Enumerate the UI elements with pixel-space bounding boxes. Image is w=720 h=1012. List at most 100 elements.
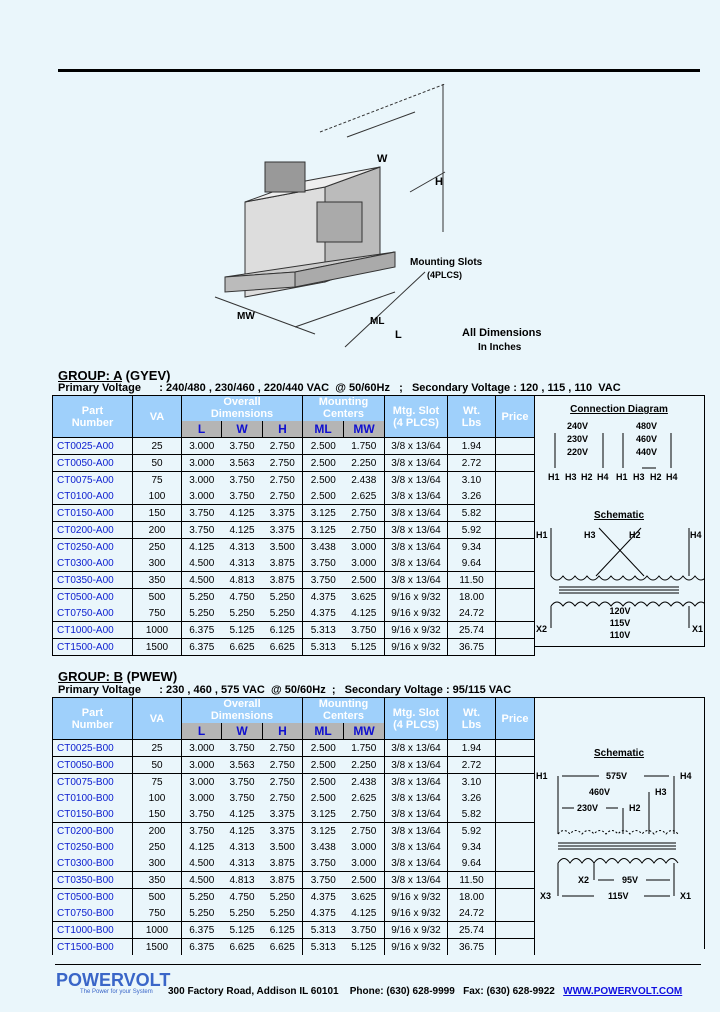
- header-part-number: Part Number: [52, 697, 133, 740]
- cell-part-number[interactable]: CT0350-A00: [52, 571, 133, 589]
- cell-mtg-slot: 3/8 x 13/64: [384, 822, 448, 839]
- cell-weight: 9.64: [447, 555, 496, 572]
- cell-mounting-length: 2.500: [302, 454, 344, 472]
- cell-part-number[interactable]: CT0150-B00: [52, 806, 133, 823]
- cell-part-number[interactable]: CT0100-B00: [52, 790, 133, 806]
- cell-part-number[interactable]: CT0500-A00: [52, 588, 133, 605]
- cell-part-number[interactable]: CT0500-B00: [52, 888, 133, 905]
- cell-part-number[interactable]: CT0025-B00: [52, 739, 133, 757]
- cell-va: 750: [132, 905, 182, 922]
- cell-weight: 2.72: [447, 756, 496, 774]
- cell-part-number[interactable]: CT0750-A00: [52, 605, 133, 622]
- cell-price: [495, 588, 535, 605]
- dim-h-label: H: [435, 176, 443, 188]
- cell-height: 2.750: [262, 454, 303, 472]
- cell-mounting-width: 2.500: [343, 571, 385, 589]
- cell-part-number[interactable]: CT1000-B00: [52, 921, 133, 939]
- cell-mounting-width: 3.000: [343, 855, 385, 872]
- group-b-voltage: Primary Voltage : 230 , 460 , 575 VAC @ …: [58, 684, 512, 696]
- header-price: Price: [495, 395, 535, 438]
- cell-va: 300: [132, 555, 182, 572]
- cell-mounting-width: 1.750: [343, 437, 385, 455]
- cell-length: 6.375: [181, 938, 222, 955]
- cell-mounting-length: 2.500: [302, 773, 344, 790]
- cell-part-number[interactable]: CT0100-A00: [52, 488, 133, 505]
- cell-mounting-length: 2.500: [302, 471, 344, 488]
- cell-length: 3.000: [181, 790, 222, 806]
- cell-weight: 11.50: [447, 571, 496, 589]
- cell-part-number[interactable]: CT1500-A00: [52, 638, 133, 656]
- cell-part-number[interactable]: CT0025-A00: [52, 437, 133, 455]
- cell-va: 75: [132, 773, 182, 790]
- cell-part-number[interactable]: CT0050-B00: [52, 756, 133, 774]
- cell-weight: 25.74: [447, 621, 496, 639]
- top-rule: [58, 69, 700, 72]
- terminal-h4: H4: [690, 530, 702, 540]
- connection-diagram-title: Connection Diagram: [570, 404, 668, 415]
- cell-part-number[interactable]: CT0075-A00: [52, 471, 133, 488]
- group-a-spec-table: Part Number VA Overall Dimensions Mounting Cen…: [52, 395, 535, 656]
- cell-part-number[interactable]: CT0050-A00: [52, 454, 133, 472]
- cell-part-number[interactable]: CT0300-B00: [52, 855, 133, 872]
- cell-mounting-width: 3.625: [343, 888, 385, 905]
- cell-width: 4.313: [229, 541, 255, 553]
- cell-height: 5.250: [262, 588, 303, 605]
- terminal-h1: H1: [536, 771, 548, 781]
- cell-mounting-length: 4.375: [302, 905, 344, 922]
- cell-part-number[interactable]: CT0075-B00: [52, 773, 133, 790]
- cell-mtg-slot: 3/8 x 13/64: [384, 488, 448, 505]
- cell-part-number[interactable]: CT0150-A00: [52, 504, 133, 522]
- cell-length: 3.000: [181, 739, 222, 757]
- cell-mtg-slot: 9/16 x 9/32: [384, 605, 448, 622]
- cell-width: 4.313: [229, 841, 255, 853]
- cell-part-number[interactable]: CT0350-B00: [52, 871, 133, 889]
- cell-weight: 25.74: [447, 921, 496, 939]
- cell-price: [495, 871, 535, 889]
- cell-length: 4.500: [181, 855, 222, 872]
- table-row: CT0100-A00 100 3.000 3.750 2.750 2.500 2.625 3/…: [52, 488, 535, 505]
- cell-height: 3.875: [262, 555, 303, 572]
- header-va: VA: [132, 395, 182, 438]
- cell-mounting-width: 3.750: [343, 621, 385, 639]
- cell-part-number[interactable]: CT0300-A00: [52, 555, 133, 572]
- cell-width: 6.625: [221, 638, 263, 656]
- cell-mounting-length: 3.125: [302, 521, 344, 539]
- table-row: CT0025-A00 25 3.000 3.750 2.750 2.500 1.750 3/8…: [52, 437, 535, 455]
- terminal-h4: H4: [680, 771, 692, 781]
- cell-height: 3.375: [262, 504, 303, 522]
- cell-part-number[interactable]: CT1000-A00: [52, 621, 133, 639]
- table-row: CT0025-B00 25 3.000 3.750 2.750 2.500 1.750 3/8…: [52, 739, 535, 757]
- cell-va: 150: [132, 806, 182, 823]
- mounting-slots-count: (4PLCS): [427, 270, 462, 280]
- cell-weight: 36.75: [447, 638, 496, 656]
- cell-part-number[interactable]: CT0750-B00: [52, 905, 133, 922]
- cell-width: 4.313: [221, 855, 263, 872]
- cell-weight: 24.72: [447, 905, 496, 922]
- cell-va: 1000: [132, 621, 182, 639]
- cell-part-number[interactable]: CT0200-A00: [52, 521, 133, 539]
- cell-weight: 3.10: [447, 773, 496, 790]
- cell-length: 3.750: [181, 806, 222, 823]
- voltage-575: 575V: [606, 771, 627, 781]
- cell-part-number[interactable]: CT1500-B00: [52, 938, 133, 955]
- cell-va: 75: [132, 471, 182, 488]
- cell-price: [495, 504, 535, 522]
- cell-part-number[interactable]: CT0200-B00: [52, 822, 133, 839]
- website-link[interactable]: WWW.POWERVOLT.COM: [563, 986, 683, 997]
- cell-part-number[interactable]: CT0250-B00: [52, 839, 133, 855]
- cell-mtg-slot: 3/8 x 13/64: [384, 839, 448, 855]
- cell-price: [495, 471, 535, 488]
- table-row: CT0150-A00 150 3.750 4.125 3.375 3.125 2.750 3/…: [52, 504, 535, 522]
- table-row: CT0150-B00 150 3.750 4.125 3.375 3.125 2.750 3/…: [52, 806, 535, 823]
- cell-weight: 11.50: [447, 871, 496, 889]
- header-mw: MW: [343, 722, 385, 740]
- header-price: Price: [495, 697, 535, 740]
- cell-mtg-slot: 9/16 x 9/32: [384, 888, 448, 905]
- powervolt-logo: POWERVOLT The Power for your System: [56, 970, 171, 995]
- cell-mounting-width: 2.625: [343, 790, 385, 806]
- header-weight: Wt. Lbs: [447, 395, 496, 438]
- cell-length: 3.000: [181, 454, 222, 472]
- cell-part-number[interactable]: CT0250-A00: [52, 538, 133, 555]
- cell-mounting-length: 3.125: [302, 504, 344, 522]
- header-ml: ML: [302, 722, 344, 740]
